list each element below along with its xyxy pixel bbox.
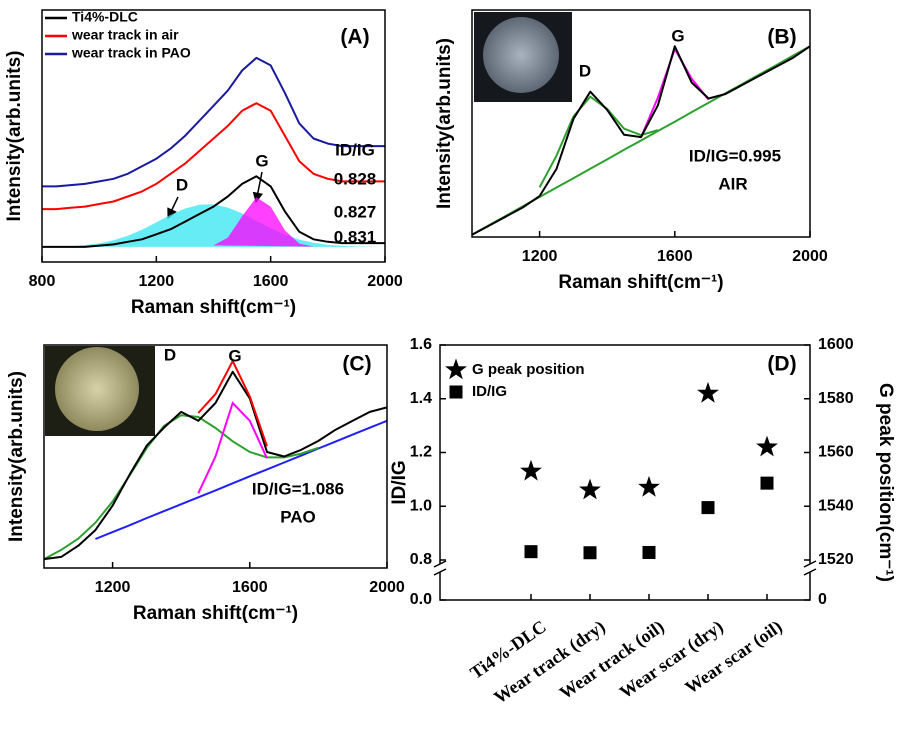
spectrum-line bbox=[42, 102, 385, 211]
fit-curve bbox=[95, 419, 388, 540]
x-tick-label: 1200 bbox=[139, 273, 175, 290]
inset-photo-b bbox=[474, 12, 572, 102]
axis-break bbox=[433, 560, 447, 568]
spectrum-line bbox=[197, 360, 268, 447]
annotation: 0.827 bbox=[334, 202, 377, 221]
spectrum-line bbox=[42, 175, 385, 248]
y-tick-label: 1.0 bbox=[410, 497, 432, 514]
x-tick-label: 2000 bbox=[792, 248, 828, 265]
x-tick-label: 1200 bbox=[522, 248, 558, 265]
annotation: D bbox=[176, 175, 188, 194]
panel-title: (B) bbox=[767, 26, 796, 49]
x-tick-label: 1200 bbox=[95, 579, 131, 596]
y-tick-label: 1.6 bbox=[410, 336, 432, 353]
y2-tick-label: 1520 bbox=[818, 551, 854, 568]
x-tick-label: 800 bbox=[29, 273, 56, 290]
y-axis-label: ID/IG bbox=[389, 460, 410, 504]
data-point bbox=[697, 381, 719, 403]
y2-tick-label: 1600 bbox=[818, 336, 854, 353]
y2-tick-label: 1560 bbox=[818, 444, 854, 461]
data-point bbox=[520, 459, 542, 481]
legend-marker bbox=[449, 385, 463, 399]
data-point bbox=[756, 435, 778, 457]
legend-label: ID/IG bbox=[472, 383, 507, 400]
x-axis-label: Raman shift(cm⁻¹) bbox=[133, 603, 298, 624]
spectrum-line bbox=[43, 370, 388, 561]
fit-curve bbox=[197, 401, 268, 494]
legend-marker bbox=[445, 358, 467, 380]
y-axis-label: Intensity(arb.units) bbox=[434, 38, 455, 209]
legend-label: wear track in PAO bbox=[71, 45, 191, 61]
fit-curve bbox=[538, 95, 659, 188]
x-tick-label: 1600 bbox=[253, 273, 289, 290]
y-tick-label: 0.0 bbox=[410, 591, 432, 608]
x-axis-label: Raman shift(cm⁻¹) bbox=[131, 297, 296, 318]
legend-label: wear track in air bbox=[71, 27, 179, 43]
y2-tick-label: 0 bbox=[818, 591, 827, 608]
x-tick-label: 2000 bbox=[367, 273, 403, 290]
x-axis-label: Raman shift(cm⁻¹) bbox=[558, 272, 723, 293]
spectrum-line bbox=[471, 45, 811, 236]
annotation: 0.828 bbox=[334, 169, 377, 188]
annotation: D bbox=[579, 61, 591, 80]
axis-break-gap bbox=[805, 564, 815, 572]
annotation: G bbox=[228, 346, 241, 365]
annotation: PAO bbox=[280, 507, 316, 526]
y2-tick-label: 1580 bbox=[818, 390, 854, 407]
axis-break-gap bbox=[435, 564, 445, 572]
spectrum-line bbox=[42, 56, 385, 188]
data-point bbox=[524, 545, 538, 559]
annotation: ID/IG bbox=[335, 140, 375, 159]
x-tick-label: 2000 bbox=[369, 579, 405, 596]
data-point bbox=[583, 546, 597, 560]
y-tick-label: 0.8 bbox=[410, 551, 432, 568]
legend-label: G peak position bbox=[472, 361, 585, 378]
annotation: ID/IG=0.995 bbox=[689, 146, 781, 165]
legend-label: Ti4%-DLC bbox=[72, 9, 138, 25]
data-point bbox=[642, 545, 656, 559]
x-tick-label: 1600 bbox=[232, 579, 268, 596]
panel-title: (C) bbox=[342, 353, 371, 376]
y-axis-label: Intensity(arb.units) bbox=[6, 371, 27, 542]
panel-title: (A) bbox=[340, 26, 369, 49]
axis-break bbox=[803, 560, 817, 568]
annotation: AIR bbox=[718, 174, 747, 193]
plot-frame bbox=[471, 9, 811, 238]
axis-break bbox=[803, 568, 817, 576]
annotation: D bbox=[164, 345, 176, 364]
y-axis-label: Intensity(arb.units) bbox=[4, 50, 25, 221]
y-tick-label: 1.2 bbox=[410, 444, 432, 461]
plot-frame bbox=[439, 344, 811, 601]
plot-frame bbox=[43, 344, 388, 569]
arrow-d bbox=[167, 196, 179, 219]
y2-tick-label: 1540 bbox=[818, 497, 854, 514]
annotation: G bbox=[671, 26, 684, 45]
data-point bbox=[579, 478, 601, 500]
y2-axis-label: G peak position(cm⁻¹) bbox=[875, 383, 896, 582]
fit-curve bbox=[213, 197, 314, 247]
annotation: ID/IG=1.086 bbox=[252, 479, 344, 498]
x-tick-label: 1600 bbox=[657, 248, 693, 265]
annotation: G bbox=[255, 151, 268, 170]
fit-curve bbox=[640, 46, 710, 138]
annotation: 0.831 bbox=[334, 227, 377, 246]
data-point bbox=[701, 501, 715, 515]
y-tick-label: 1.4 bbox=[410, 390, 432, 407]
panel-title: (D) bbox=[767, 353, 796, 376]
arrow-g bbox=[252, 171, 264, 204]
fit-curve bbox=[43, 414, 319, 560]
data-point bbox=[638, 475, 660, 497]
inset-photo-c bbox=[45, 346, 155, 436]
data-point bbox=[760, 476, 774, 490]
plot-frame bbox=[41, 9, 386, 263]
fit-curve bbox=[42, 204, 385, 247]
axis-break bbox=[433, 568, 447, 576]
